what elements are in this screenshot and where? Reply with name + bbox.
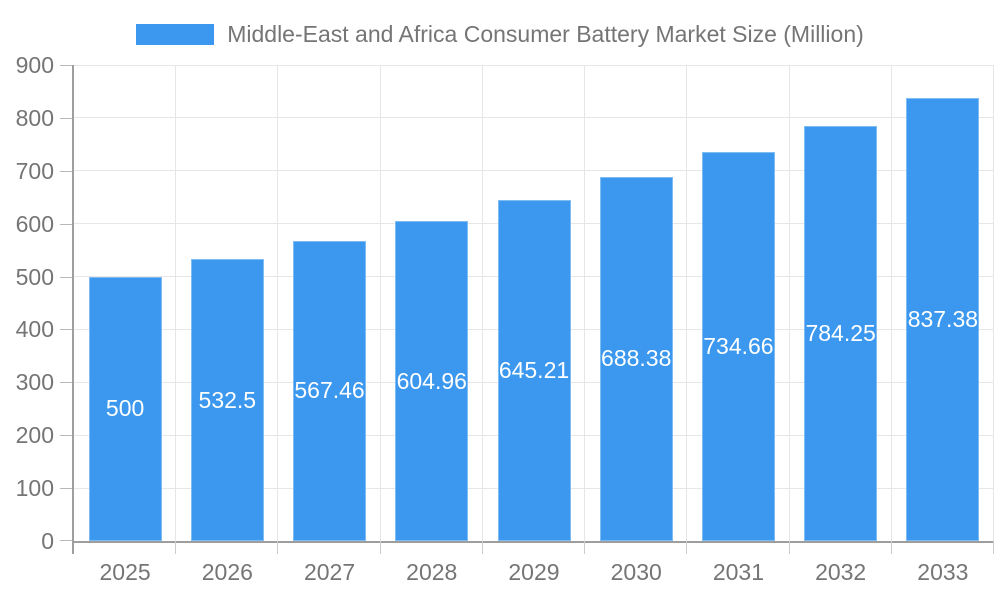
x-axis-tick [890,541,892,554]
y-axis-tick [60,329,72,331]
y-axis-label: 600 [15,210,54,237]
bar[interactable]: 688.38 [599,176,673,541]
y-axis-label: 500 [15,263,54,290]
x-gridline [993,65,994,541]
bar[interactable]: 604.96 [395,221,469,541]
bar[interactable]: 645.21 [497,199,571,541]
x-axis-label: 2026 [201,559,253,585]
y-axis-label: 800 [15,104,54,131]
y-axis-tick [60,435,72,437]
bar[interactable]: 784.25 [804,126,878,541]
bar-value-label: 532.5 [198,386,257,413]
bar-value-label: 837.38 [907,306,979,333]
chart-title: Middle-East and Africa Consumer Battery … [227,21,864,47]
y-axis-tick [60,223,72,225]
x-gridline [175,65,177,541]
y-gridline [74,170,994,172]
bar-value-label: 567.46 [294,377,365,404]
x-axis-label: 2029 [508,559,560,585]
y-axis-tick [60,488,72,490]
x-axis-label: 2028 [406,559,458,585]
y-axis-tick [60,382,72,384]
bar-value-label: 688.38 [601,345,672,372]
x-axis-tick [72,541,74,554]
y-gridline [74,117,994,119]
x-axis-tick [481,541,483,554]
bar[interactable]: 500 [88,276,162,541]
x-gridline [379,65,381,541]
x-gridline [277,65,279,541]
y-axis-tick [60,170,72,172]
x-axis-tick [277,541,279,554]
y-axis-label: 200 [15,422,54,449]
bar-value-label: 645.21 [498,356,570,383]
x-axis-tick [993,541,994,554]
x-axis-tick [175,541,177,554]
bar-value-label: 734.66 [703,333,774,360]
y-axis-tick [60,65,72,66]
x-axis-tick [788,541,790,554]
x-gridline [686,65,688,541]
bar-value-label: 784.25 [805,320,876,347]
bar[interactable]: 532.5 [190,259,264,541]
y-axis-label: 0 [41,528,54,554]
x-axis-label: 2025 [99,559,151,585]
x-axis-label: 2027 [303,559,356,585]
x-axis-tick [379,541,381,554]
x-axis-label: 2031 [712,559,765,585]
y-axis-label: 100 [15,475,54,502]
y-gridline [74,64,994,66]
y-axis-tick [60,540,72,541]
y-axis-label: 400 [15,316,54,343]
x-axis-label: 2032 [815,559,867,585]
bar-value-label: 604.96 [396,367,467,394]
bar[interactable]: 734.66 [701,152,775,541]
y-axis-tick [60,117,72,119]
chart-legend[interactable]: Middle-East and Africa Consumer Battery … [0,21,1000,48]
legend-swatch-icon [136,24,215,45]
bar-value-label: 500 [105,395,145,422]
x-axis-label: 2030 [610,559,662,585]
plot-area: 0 100 200 300 400 500 600 700 800 900 500 2025 532.5… [16,52,994,585]
y-axis-tick [60,276,72,278]
x-gridline [890,65,892,541]
x-axis-label: 2033 [917,559,969,585]
x-gridline [584,65,586,541]
bar[interactable]: 567.46 [293,240,367,541]
bar[interactable]: 837.38 [906,98,980,541]
y-axis-label: 300 [15,369,54,396]
x-gridline [788,65,790,541]
y-axis-label: 900 [15,52,54,78]
x-gridline [481,65,483,541]
x-axis-tick [584,541,586,554]
x-axis-tick [686,541,688,554]
y-axis-label: 700 [15,157,54,184]
